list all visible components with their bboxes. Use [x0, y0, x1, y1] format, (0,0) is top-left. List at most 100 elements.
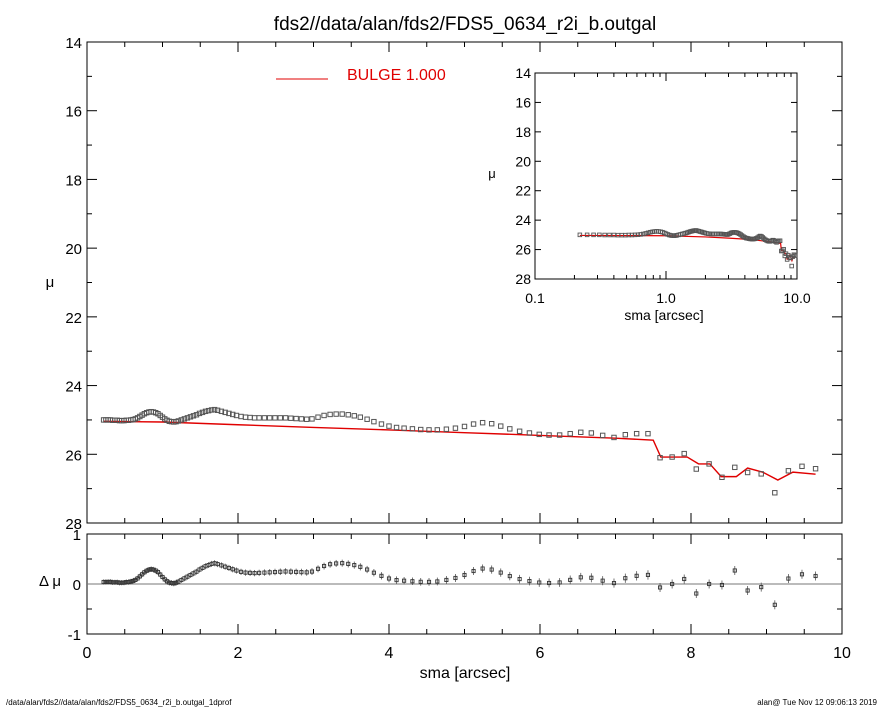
- residual-point: [719, 582, 725, 588]
- residual-point: [799, 572, 805, 577]
- data-point: [357, 414, 364, 420]
- footer-timestamp: alan@ Tue Nov 12 09:06:13 2019: [757, 698, 877, 707]
- inset-x-tick-label: 10.0: [783, 290, 810, 306]
- main-panel: 14 16 18 20 22 24 26 28 μ BULGE 1.000: [46, 35, 843, 533]
- residual-y-tick-label: 0: [73, 577, 81, 594]
- residual-point: [611, 581, 617, 586]
- residual-y-tick-label: -1: [68, 627, 81, 644]
- data-point: [293, 415, 299, 422]
- residual-point: [732, 568, 737, 573]
- data-point: [181, 416, 188, 422]
- data-point: [567, 430, 573, 437]
- residual-point: [402, 578, 407, 583]
- data-point: [732, 464, 738, 471]
- residual-point: [453, 575, 458, 581]
- data-point: [304, 416, 310, 422]
- residual-point: [257, 570, 262, 575]
- residual-point: [358, 564, 363, 569]
- data-point: [321, 412, 327, 419]
- residual-point: [444, 577, 449, 583]
- residual-x-ticks: 0 2 4 6 8 10: [83, 534, 851, 662]
- inset-x-axis-label: sma [arcsec]: [624, 307, 703, 323]
- inset-plot-frame: [534, 72, 798, 280]
- data-point: [812, 466, 819, 472]
- inset-y-tick-label: 16: [515, 94, 531, 110]
- residual-point: [600, 578, 605, 583]
- residual-point: [108, 579, 113, 584]
- residual-x-tick-label: 4: [385, 645, 394, 662]
- data-point: [393, 424, 400, 431]
- data-point: [546, 432, 552, 438]
- inset-x-ticks: 0.1 1.0 10.0: [525, 73, 811, 306]
- data-point: [193, 412, 200, 418]
- data-point: [277, 415, 283, 421]
- residual-point: [252, 571, 257, 576]
- residual-point: [238, 569, 244, 574]
- data-point: [226, 410, 232, 417]
- data-point: [333, 411, 339, 417]
- chart-title: fds2//data/alan/fds2/FDS5_0634_r2i_b.out…: [274, 14, 656, 35]
- residual-point: [288, 569, 293, 574]
- residual-point: [517, 577, 522, 582]
- residual-point: [547, 580, 552, 586]
- legend-label: BULGE 1.000: [347, 67, 446, 84]
- data-point: [178, 417, 185, 423]
- data-point: [426, 427, 432, 433]
- residual-point: [149, 567, 154, 572]
- inset-y-tick-label: 22: [515, 183, 531, 199]
- data-point: [214, 407, 221, 414]
- data-point: [242, 414, 249, 420]
- data-point: [282, 415, 289, 421]
- inset-data-point: [591, 232, 596, 238]
- data-point: [187, 414, 194, 420]
- inset-data-point: [792, 253, 798, 259]
- residual-point: [151, 567, 156, 572]
- residual-point: [645, 572, 651, 577]
- data-point: [706, 461, 712, 467]
- residual-point: [537, 580, 542, 585]
- data-point: [202, 408, 209, 415]
- data-point: [267, 415, 273, 421]
- main-y-ticks: 14 16 18 20 22 24 26 28: [65, 35, 842, 533]
- y-tick-label: 24: [65, 379, 82, 396]
- data-point: [452, 425, 459, 431]
- residual-point: [772, 602, 777, 607]
- residual-x-tick-label: 0: [83, 645, 92, 662]
- inset-data-point: [602, 232, 607, 238]
- data-point: [205, 407, 212, 414]
- data-point: [799, 463, 805, 470]
- data-point: [386, 423, 392, 429]
- residual-point: [144, 568, 149, 573]
- residual-point: [489, 567, 494, 572]
- residual-point: [623, 576, 628, 581]
- data-point: [599, 432, 606, 439]
- data-point: [251, 415, 258, 421]
- inset-y-axis-label: μ: [488, 166, 496, 181]
- inset-y-tick-label: 26: [515, 242, 531, 258]
- residual-point: [146, 567, 151, 572]
- data-point: [669, 454, 675, 460]
- residual-point: [435, 579, 440, 584]
- residual-point: [426, 579, 432, 584]
- data-point: [681, 450, 687, 457]
- inset-data-point: [607, 232, 612, 238]
- residual-point: [101, 579, 106, 585]
- data-point: [345, 412, 351, 418]
- residual-point: [230, 567, 235, 572]
- residual-point: [215, 562, 220, 567]
- inset-y-tick-label: 20: [515, 153, 531, 169]
- residual-point: [106, 579, 111, 584]
- residual-data-series: [101, 559, 818, 610]
- data-point: [622, 432, 629, 438]
- inset-data-point: [635, 232, 641, 237]
- data-point: [196, 410, 203, 417]
- residual-point: [759, 585, 764, 590]
- residual-point: [498, 570, 503, 575]
- residual-y-axis-label: Δ μ: [39, 573, 61, 590]
- data-point: [190, 413, 197, 419]
- data-point: [351, 413, 357, 419]
- residual-point: [171, 581, 176, 586]
- data-point: [222, 409, 228, 416]
- data-point: [208, 407, 215, 413]
- residual-point: [115, 580, 120, 585]
